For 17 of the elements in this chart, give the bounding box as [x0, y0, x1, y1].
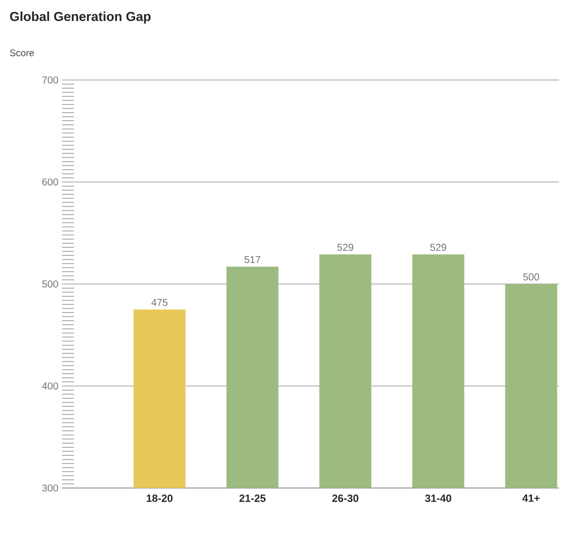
x-tick-label: 26-30 [332, 494, 358, 502]
chart-title: Global Generation Gap [10, 12, 151, 24]
y-tick-label: 400 [42, 382, 58, 390]
x-tick-label: 41+ [522, 494, 540, 502]
data-label: 529 [430, 244, 446, 251]
x-tick-label: 31-40 [425, 494, 452, 502]
data-label: 517 [244, 256, 260, 264]
y-tick-label: 600 [42, 178, 58, 186]
y-tick-label: 300 [42, 484, 58, 492]
x-tick-label: 18-20 [146, 494, 173, 502]
data-label: 529 [337, 244, 354, 251]
x-tick-label: 21-25 [239, 494, 266, 502]
y-tick-label: 700 [42, 76, 58, 84]
y-tick-label: 500 [42, 280, 58, 288]
y-axis-title: Score [10, 50, 34, 56]
data-label: 500 [523, 273, 540, 280]
data-label: 475 [151, 298, 168, 306]
